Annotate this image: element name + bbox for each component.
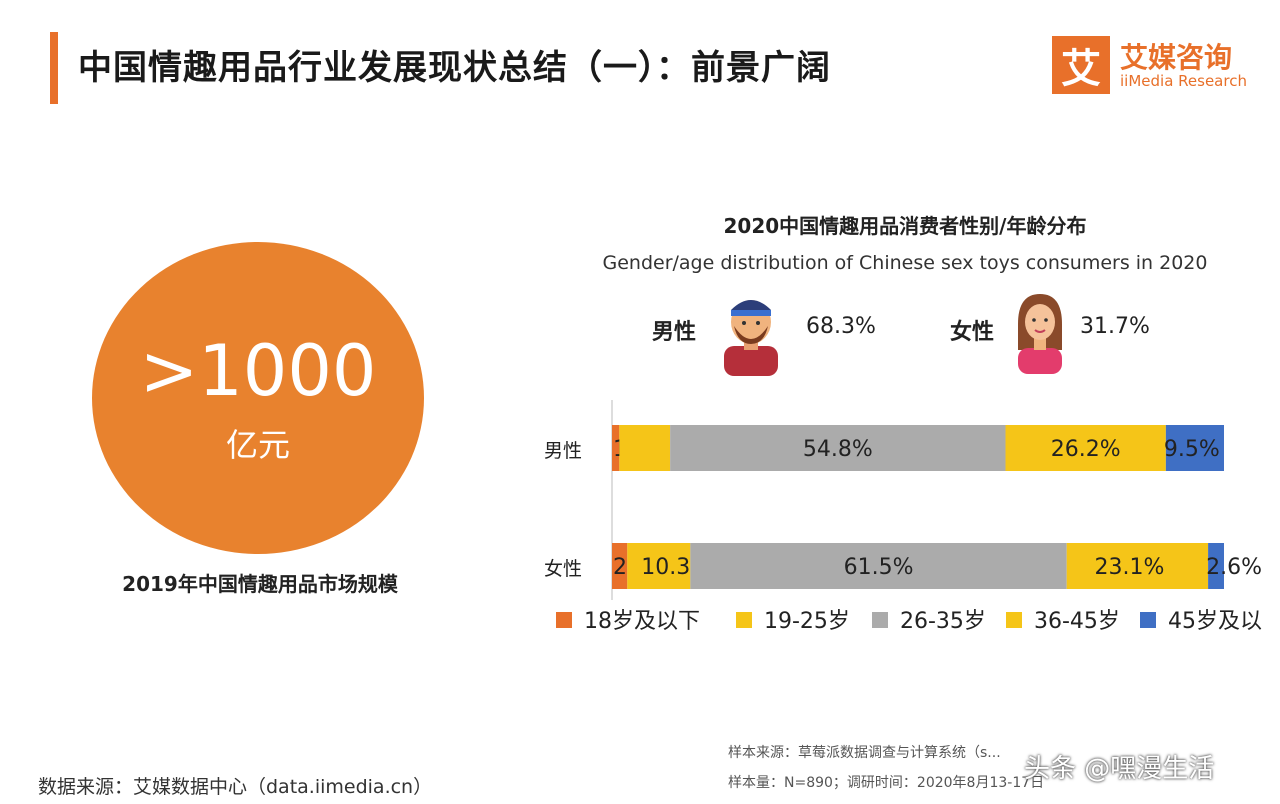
data-label-male-4: 9.5% xyxy=(1164,437,1220,462)
watermark: 头条 @嘿漫生活 xyxy=(1024,754,1215,784)
title-accent-bar xyxy=(50,32,58,104)
legend-label-1: 19-25岁 xyxy=(764,609,850,634)
market-size-caption: 2019年中国情趣用品市场规模 xyxy=(122,572,398,596)
legend-swatch-1 xyxy=(736,612,752,628)
market-size-unit: 亿元 xyxy=(225,426,290,464)
row-label-male: 男性 xyxy=(544,440,583,462)
data-label-male-2: 54.8% xyxy=(803,437,873,462)
row-label-female: 女性 xyxy=(544,558,583,580)
female-summary-label: 女性 xyxy=(950,320,995,345)
iimedia-logo: 艾 艾媒咨询 iiMedia Research xyxy=(1052,36,1262,96)
legend-swatch-3 xyxy=(1006,612,1022,628)
bar-segment-male-4 xyxy=(1165,425,1224,471)
man-avatar-icon xyxy=(724,300,778,376)
bar-segment-male-0 xyxy=(612,425,620,471)
data-label-female-2: 61.5% xyxy=(844,555,914,580)
data-label-male-3: 26.2% xyxy=(1051,437,1121,462)
legend-label-2: 26-35岁 xyxy=(900,609,986,634)
data-label-female-4: 2.6% xyxy=(1206,555,1262,580)
logo-cn-text: 艾媒咨询 xyxy=(1120,41,1233,74)
chart-title: 2020中国情趣用品消费者性别/年龄分布 xyxy=(723,214,1087,238)
male-summary-label: 男性 xyxy=(652,320,697,345)
data-source: 数据来源：艾媒数据中心（data.iimedia.cn） xyxy=(38,776,433,798)
bar-segment-female-3 xyxy=(1066,543,1209,589)
legend-swatch-4 xyxy=(1140,612,1156,628)
bar-segment-male-2 xyxy=(670,425,1006,471)
legend-swatch-2 xyxy=(872,612,888,628)
logo-mark: 艾 xyxy=(1052,36,1110,94)
sample-source: 样本来源：草莓派数据调查与计算系统（s... xyxy=(728,745,1001,761)
chart-subtitle: Gender/age distribution of Chinese sex t… xyxy=(602,252,1208,274)
male-summary-pct: 68.3% xyxy=(806,314,876,339)
bar-segment-female-4 xyxy=(1208,543,1224,589)
bar-segment-male-1 xyxy=(619,425,671,471)
page-title: 中国情趣用品行业发展现状总结（一）：前景广阔 xyxy=(78,48,831,88)
legend-swatch-0 xyxy=(556,612,572,628)
bar-segment-female-2 xyxy=(690,543,1067,589)
legend-label-3: 36-45岁 xyxy=(1034,609,1120,634)
female-summary-pct: 31.7% xyxy=(1080,314,1150,339)
bar-segment-female-0 xyxy=(612,543,628,589)
market-size-circle xyxy=(92,242,424,554)
sample-size: 样本量：N=890；调研时间：2020年8月13-17日 xyxy=(728,775,1045,791)
woman-avatar-icon xyxy=(1018,294,1062,374)
data-label-female-3: 23.1% xyxy=(1094,555,1164,580)
legend-label-0: 18岁及以下 xyxy=(584,609,700,634)
legend-label-4: 45岁及以 xyxy=(1168,609,1262,634)
bar-segment-female-1 xyxy=(627,543,691,589)
bar-segment-male-3 xyxy=(1005,425,1166,471)
logo-en-text: iiMedia Research xyxy=(1120,72,1247,90)
market-size-value: >1000 xyxy=(139,330,377,412)
